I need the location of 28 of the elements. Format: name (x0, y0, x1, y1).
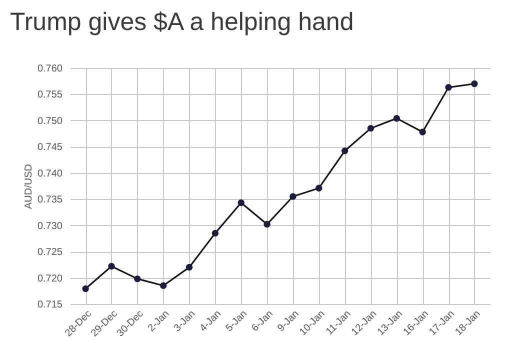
point (134, 275, 141, 282)
y-tick-label: 0.730 (37, 220, 63, 232)
y-tick-label: 0.750 (37, 116, 63, 127)
y-tick-label: 0.745 (37, 142, 63, 154)
y-tick-label: 0.720 (37, 273, 63, 284)
point (186, 264, 193, 271)
point (290, 193, 296, 200)
y-tick-label: 0.715 (37, 300, 63, 310)
point (419, 128, 426, 136)
chart-title: Trump gives $A a helping hand (10, 8, 354, 36)
point (341, 148, 348, 154)
point (393, 115, 400, 122)
point (108, 262, 115, 270)
point (212, 230, 219, 237)
y-axis-title: AUD/USD (23, 164, 34, 210)
point (316, 184, 322, 192)
point (160, 282, 167, 289)
y-tick-label: 0.735 (37, 194, 63, 206)
y-tick-label: 0.755 (37, 90, 63, 101)
point (367, 124, 374, 132)
point (264, 220, 270, 228)
point (445, 84, 452, 91)
y-tick-label: 0.725 (37, 247, 63, 258)
point (82, 285, 89, 292)
point (471, 80, 478, 88)
y-tick-label: 0.760 (37, 64, 63, 74)
y-tick-label: 0.740 (37, 168, 63, 180)
point (238, 199, 244, 206)
